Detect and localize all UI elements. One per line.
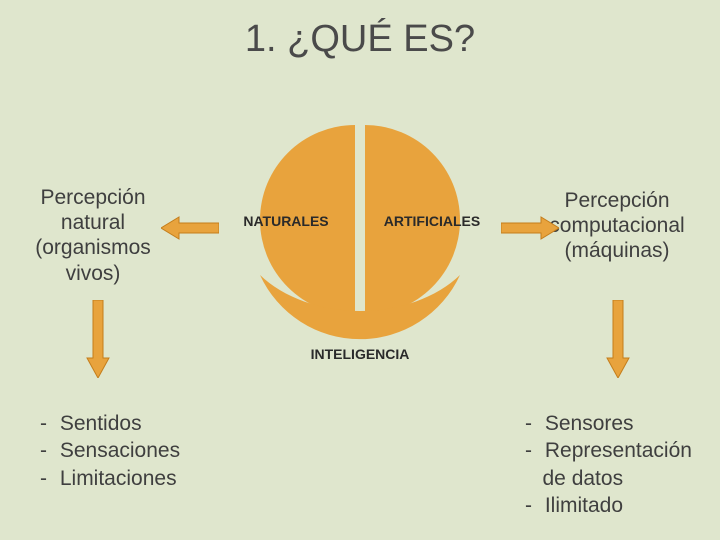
arrow-down-right-icon — [605, 300, 631, 378]
arrow-left-icon — [161, 215, 219, 241]
list-item: - Ilimitado — [525, 492, 692, 519]
list-item: - Sentidos — [40, 410, 180, 437]
center-right-label: ARTIFICIALES — [368, 213, 496, 229]
list-item: - Limitaciones — [40, 465, 180, 492]
center-diagram — [210, 110, 510, 370]
arrow-down-left-icon — [85, 300, 111, 378]
list-item: - Representación de datos — [525, 437, 692, 492]
list-item: - Sensaciones — [40, 437, 180, 464]
left-concept-text: Percepción natural (organismos vivos) — [18, 185, 168, 286]
right-list: - Sensores - Representación de datos - I… — [525, 410, 692, 519]
slide-title: 1. ¿QUÉ ES? — [0, 18, 720, 61]
center-left-label: NATURALES — [222, 213, 350, 229]
center-bottom-label: INTELIGENCIA — [210, 346, 510, 362]
arrow-right-icon — [501, 215, 559, 241]
left-list: - Sentidos - Sensaciones - Limitaciones — [40, 410, 180, 492]
list-item: - Sensores — [525, 410, 692, 437]
